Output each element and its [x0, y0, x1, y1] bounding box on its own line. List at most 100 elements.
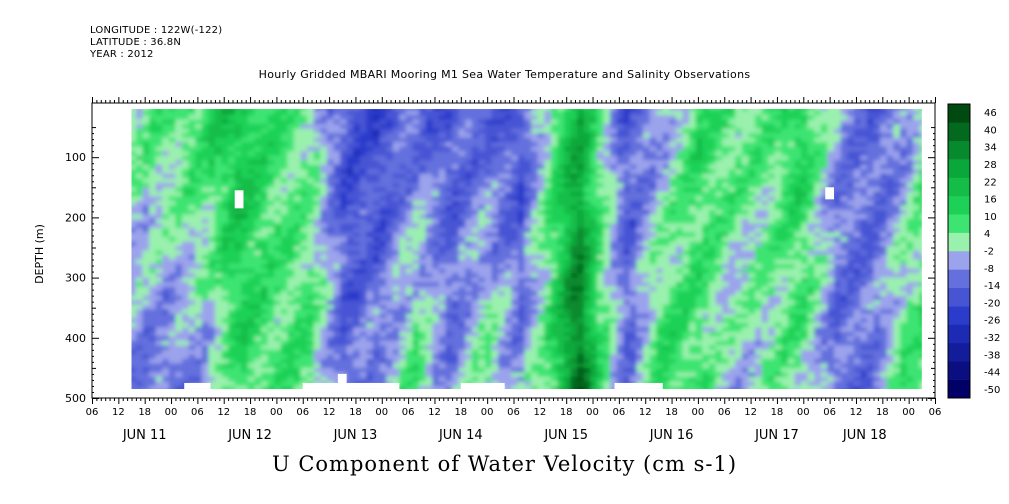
heatmap-cell — [155, 241, 163, 247]
heatmap-cell — [610, 182, 618, 188]
heatmap-cell — [564, 286, 572, 292]
heatmap-cell — [452, 273, 460, 279]
heatmap-cell — [491, 286, 499, 292]
heatmap-cell — [452, 200, 460, 206]
heatmap-cell — [537, 300, 545, 306]
heatmap-cell — [155, 173, 163, 179]
heatmap-cell — [340, 363, 348, 369]
heatmap-cell — [208, 227, 216, 233]
heatmap-cell — [478, 340, 486, 346]
heatmap-cell — [241, 142, 249, 148]
heatmap-cell — [155, 340, 163, 346]
heatmap-cell — [162, 191, 170, 197]
heatmap-cell — [320, 358, 328, 364]
heatmap-cell — [254, 255, 262, 261]
heatmap-cell — [419, 241, 427, 247]
heatmap-cell — [208, 137, 216, 143]
heatmap-cell — [498, 128, 506, 134]
heatmap-cell — [221, 349, 229, 355]
heatmap-cell — [214, 151, 223, 157]
heatmap-cell — [320, 345, 328, 351]
heatmap-cell — [131, 255, 137, 261]
heatmap-cell — [531, 264, 539, 270]
heatmap-cell — [452, 386, 460, 389]
heatmap-cell — [504, 115, 512, 121]
heatmap-cell — [557, 191, 565, 197]
heatmap-cell — [162, 322, 170, 328]
heatmap-cell — [412, 155, 420, 161]
heatmap-cell — [307, 227, 315, 233]
heatmap-cell — [498, 109, 506, 112]
heatmap-cell — [254, 331, 262, 337]
heatmap-cell — [432, 173, 440, 179]
heatmap-cell — [537, 155, 545, 161]
heatmap-cell — [123, 232, 130, 237]
heatmap-cell — [432, 187, 440, 193]
heatmap-cell — [307, 128, 315, 134]
heatmap-cell — [359, 205, 367, 211]
heatmap-cell — [504, 363, 512, 369]
heatmap-cell — [267, 223, 275, 229]
heatmap-cell — [571, 391, 578, 396]
heatmap-cell — [359, 331, 367, 337]
heatmap-cell — [307, 372, 315, 378]
heatmap-cell — [234, 331, 242, 337]
heatmap-cell — [386, 169, 394, 175]
heatmap-cell — [405, 322, 414, 328]
heatmap-cell — [175, 340, 183, 346]
heatmap-cell — [208, 363, 216, 369]
heatmap-cell — [590, 322, 598, 328]
heatmap-cell — [254, 295, 262, 301]
heatmap-cell — [149, 345, 157, 351]
heatmap-cell — [168, 109, 176, 112]
heatmap-cell — [195, 124, 203, 130]
heatmap-cell — [511, 191, 519, 197]
heatmap-cell — [465, 363, 473, 369]
heatmap-cell — [432, 354, 440, 360]
heatmap-cell — [208, 273, 216, 279]
heatmap-cell — [228, 182, 236, 188]
heatmap-cell — [214, 187, 223, 193]
heatmap-cell — [610, 241, 618, 247]
heatmap-cell — [419, 246, 427, 252]
heatmap-cell — [570, 178, 578, 184]
heatmap-cell — [432, 331, 440, 337]
heatmap-cell — [359, 137, 367, 143]
heatmap-cell — [201, 196, 209, 202]
heatmap-cell — [570, 282, 578, 288]
heatmap-cell — [208, 322, 216, 328]
heatmap-cell — [320, 187, 328, 193]
heatmap-cell — [386, 241, 394, 247]
heatmap-cell — [359, 160, 367, 166]
heatmap-cell — [531, 391, 538, 396]
heatmap-cell — [452, 205, 460, 211]
heatmap-cell — [287, 237, 295, 243]
heatmap-cell — [254, 259, 262, 265]
heatmap-cell — [419, 214, 427, 220]
heatmap-cell — [380, 391, 387, 396]
heatmap-cell — [201, 367, 209, 373]
heatmap-cell — [517, 381, 526, 387]
heatmap-cell — [379, 214, 387, 220]
heatmap-cell — [131, 304, 137, 310]
heatmap-cell — [131, 110, 137, 116]
heatmap-cell — [373, 295, 381, 301]
heatmap-cell — [564, 354, 572, 360]
heatmap-cell — [616, 327, 624, 333]
heatmap-cell — [188, 109, 196, 112]
heatmap-cell — [596, 282, 605, 288]
heatmap-cell — [346, 282, 354, 288]
heatmap-cell — [610, 218, 618, 224]
heatmap-cell — [596, 268, 605, 274]
heatmap-cell — [438, 137, 447, 143]
heatmap-cell — [366, 223, 374, 229]
heatmap-cell — [511, 327, 519, 333]
heatmap-cell — [247, 259, 256, 265]
heatmap-cell — [498, 318, 506, 324]
heatmap-cell — [458, 277, 466, 283]
heatmap-cell — [577, 282, 585, 288]
heatmap-cell — [188, 259, 196, 265]
heatmap-cell — [465, 336, 473, 342]
heatmap-cell — [261, 187, 269, 193]
heatmap-cell — [287, 214, 295, 220]
